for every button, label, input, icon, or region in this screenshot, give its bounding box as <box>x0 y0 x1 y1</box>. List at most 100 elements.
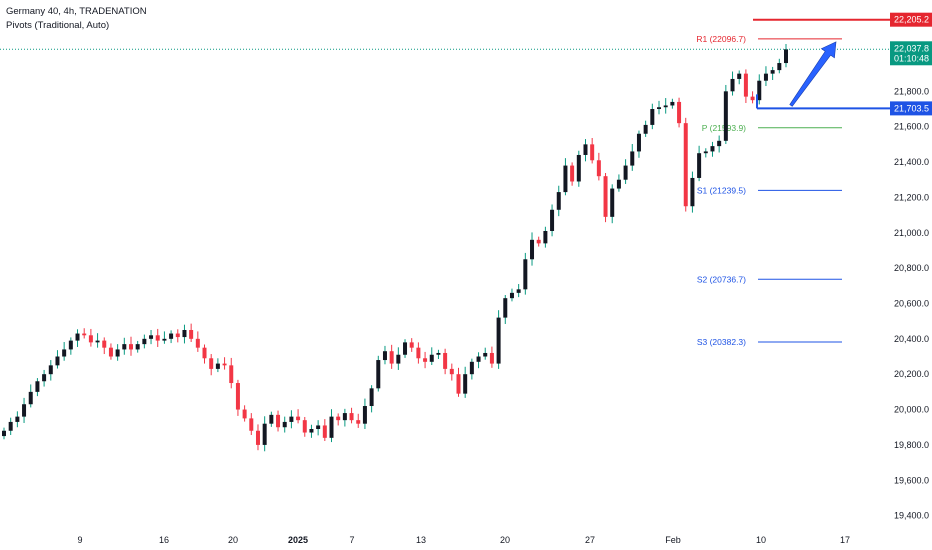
candle-body <box>182 329 187 338</box>
pivot-label-s2: S2 (20736.7) <box>697 274 746 284</box>
candle-body <box>28 391 33 405</box>
candle-body <box>463 374 468 394</box>
x-tick-label: 13 <box>416 535 426 545</box>
candle-body <box>469 361 474 375</box>
candle-body <box>743 73 748 97</box>
candle-body <box>255 430 260 445</box>
candle-body <box>15 416 20 422</box>
candle-body <box>362 406 367 424</box>
candle-body <box>423 358 428 362</box>
candle-body <box>723 91 728 141</box>
candle-body <box>576 154 581 182</box>
candle-body <box>95 340 100 343</box>
candle-body <box>650 109 655 125</box>
candle-body <box>690 177 695 207</box>
pivot-label-r1: R1 (22096.7) <box>696 34 746 44</box>
candle-body <box>122 344 127 350</box>
candle-body <box>737 73 742 79</box>
candle-body <box>242 409 247 419</box>
candle-body <box>563 165 568 193</box>
candle-body <box>730 78 735 92</box>
candle-body <box>155 335 160 341</box>
current-price-badge <box>890 41 932 66</box>
candle-body <box>616 179 621 189</box>
candle-body <box>643 124 648 134</box>
candle-body <box>48 365 53 375</box>
x-tick-label: 17 <box>840 535 850 545</box>
candle-body <box>115 349 120 357</box>
candle-body <box>336 416 341 421</box>
candle-body <box>322 425 327 438</box>
bullish-arrow-icon <box>789 41 837 107</box>
resistance-level-label: 22,205.2 <box>894 15 929 25</box>
candle-body <box>489 352 494 364</box>
x-tick-label: 16 <box>159 535 169 545</box>
y-tick-label: 19,400.0 <box>894 511 929 521</box>
pivot-label-s3: S3 (20382.3) <box>697 337 746 347</box>
x-tick-label: 9 <box>77 535 82 545</box>
candle-body <box>42 374 47 382</box>
candle-body <box>483 352 488 357</box>
y-tick-label: 21,800.0 <box>894 86 929 96</box>
candle-body <box>68 340 73 350</box>
candle-body <box>202 347 207 359</box>
candle-body <box>2 430 6 437</box>
candle-body <box>75 333 80 341</box>
candle-body <box>623 165 628 180</box>
candle-body <box>550 209 555 231</box>
y-tick-label: 20,600.0 <box>894 298 929 308</box>
candle-body <box>590 144 595 161</box>
support-level-label: 21,703.5 <box>894 103 929 113</box>
y-tick-label: 20,800.0 <box>894 263 929 273</box>
x-tick-label: 2025 <box>288 535 308 545</box>
y-tick-label: 20,200.0 <box>894 369 929 379</box>
candle-body <box>570 165 575 182</box>
candle-body <box>543 230 548 244</box>
candle-body <box>215 363 220 369</box>
candle-body <box>376 360 381 389</box>
candle-body <box>35 381 40 392</box>
candle-body <box>369 388 374 407</box>
candle-body <box>509 292 514 299</box>
candle-body <box>636 133 641 152</box>
candle-body <box>717 140 722 147</box>
x-tick-label: Feb <box>665 535 681 545</box>
candle-body <box>416 347 421 359</box>
candle-body <box>556 192 561 210</box>
candle-body <box>503 298 508 318</box>
candle-body <box>657 107 662 110</box>
candle-body <box>229 365 234 384</box>
candle-body <box>276 414 281 428</box>
resistance-level-badge <box>890 12 932 27</box>
candle-body <box>449 368 454 375</box>
y-tick-label: 20,400.0 <box>894 334 929 344</box>
candle-body <box>496 317 501 364</box>
y-tick-label: 21,600.0 <box>894 122 929 132</box>
candle-body <box>710 146 715 152</box>
candle-body <box>195 338 200 348</box>
y-tick-label: 20,000.0 <box>894 405 929 415</box>
y-tick-label: 19,600.0 <box>894 475 929 485</box>
pivot-lines: R1 (22096.7)P (21593.9)S1 (21239.5)S2 (2… <box>696 34 842 347</box>
candle-body <box>443 352 448 369</box>
candle-body <box>329 416 334 438</box>
x-tick-label: 20 <box>500 535 510 545</box>
candle-body <box>128 344 133 350</box>
candle-body <box>289 416 294 422</box>
candle-body <box>429 354 434 362</box>
candle-body <box>209 358 214 369</box>
candle-body <box>436 352 441 355</box>
x-tick-label: 27 <box>585 535 595 545</box>
candle-body <box>382 351 387 361</box>
candle-body <box>516 289 521 293</box>
countdown-label: 01:10:48 <box>894 53 929 63</box>
price-axis: 19,400.0 19,600.0 19,800.0 20,000.0 20,200.0… <box>894 86 929 520</box>
candle-body <box>62 349 67 357</box>
candle-body <box>269 414 274 424</box>
candle-body <box>663 105 668 108</box>
candle-body <box>697 153 702 178</box>
candle-body <box>162 338 167 341</box>
x-tick-label: 10 <box>756 535 766 545</box>
candle-body <box>149 335 154 339</box>
